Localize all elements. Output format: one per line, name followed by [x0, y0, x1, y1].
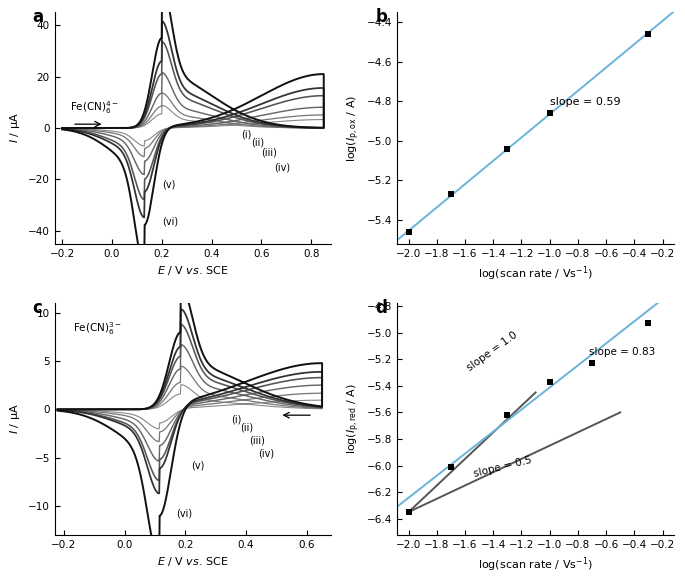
Text: (i): (i): [231, 414, 241, 424]
Text: (v): (v): [191, 460, 205, 470]
X-axis label: $E$ / V $\it{vs}$. SCE: $E$ / V $\it{vs}$. SCE: [157, 555, 229, 568]
Text: (ii): (ii): [240, 423, 253, 432]
Text: b: b: [375, 8, 387, 26]
Y-axis label: $I$ / μA: $I$ / μA: [8, 113, 23, 143]
Text: (iv): (iv): [258, 449, 275, 459]
Text: (iii): (iii): [249, 435, 265, 445]
Text: (iii): (iii): [262, 147, 277, 158]
X-axis label: log(scan rate / Vs$^{-1}$): log(scan rate / Vs$^{-1}$): [478, 264, 593, 283]
Text: (vi): (vi): [176, 509, 192, 519]
Text: (vi): (vi): [162, 217, 178, 227]
Text: a: a: [32, 8, 44, 26]
Text: Fe(CN)$_6^{4-}$: Fe(CN)$_6^{4-}$: [70, 100, 119, 116]
Text: (ii): (ii): [251, 137, 264, 147]
Text: slope = 0.5: slope = 0.5: [472, 455, 532, 479]
X-axis label: log(scan rate / Vs$^{-1}$): log(scan rate / Vs$^{-1}$): [478, 555, 593, 574]
Text: Fe(CN)$_6^{3-}$: Fe(CN)$_6^{3-}$: [73, 320, 122, 337]
Text: (iv): (iv): [274, 163, 290, 173]
Text: slope = 1.0: slope = 1.0: [465, 329, 519, 372]
Text: (i): (i): [242, 129, 252, 140]
Y-axis label: log($I_\mathrm{p,red}$ / A): log($I_\mathrm{p,red}$ / A): [345, 384, 362, 455]
Text: d: d: [375, 299, 387, 317]
Y-axis label: log($I_\mathrm{p,ox}$ / A): log($I_\mathrm{p,ox}$ / A): [345, 94, 362, 162]
X-axis label: $E$ / V $\it{vs}$. SCE: $E$ / V $\it{vs}$. SCE: [157, 264, 229, 277]
Text: slope = 0.83: slope = 0.83: [589, 346, 656, 357]
Y-axis label: $I$ / μA: $I$ / μA: [8, 404, 23, 434]
Text: slope = 0.59: slope = 0.59: [549, 97, 621, 107]
Text: c: c: [32, 299, 42, 317]
Text: (v): (v): [162, 180, 175, 190]
